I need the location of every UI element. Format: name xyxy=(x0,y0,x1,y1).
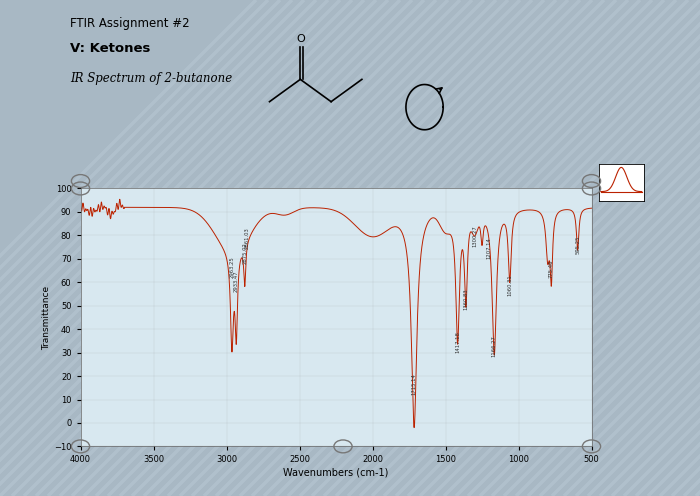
Text: 1417.18: 1417.18 xyxy=(455,331,460,353)
Text: 2963.25: 2963.25 xyxy=(230,256,235,278)
Text: O: O xyxy=(296,34,304,45)
Y-axis label: Transmittance: Transmittance xyxy=(42,285,51,350)
Text: 1207.14: 1207.14 xyxy=(486,237,492,259)
Text: 2861.03: 2861.03 xyxy=(244,228,249,249)
Text: 2875.02: 2875.02 xyxy=(242,242,247,263)
X-axis label: Wavenumbers (cm-1): Wavenumbers (cm-1) xyxy=(284,467,388,477)
Text: 595.25: 595.25 xyxy=(575,236,580,254)
Text: 1166.27: 1166.27 xyxy=(492,335,497,357)
Text: 1060.31: 1060.31 xyxy=(508,275,512,296)
Text: V: Ketones: V: Ketones xyxy=(70,42,150,55)
Text: 775.46: 775.46 xyxy=(549,259,554,278)
Text: FTIR Assignment #2: FTIR Assignment #2 xyxy=(70,17,190,30)
Text: 2933.47: 2933.47 xyxy=(234,270,239,292)
Text: 1300.27: 1300.27 xyxy=(473,225,477,247)
Text: IR Spectrum of 2-butanone: IR Spectrum of 2-butanone xyxy=(70,72,232,85)
Text: 1715.14: 1715.14 xyxy=(412,373,416,395)
Text: 1360.83: 1360.83 xyxy=(463,289,468,310)
